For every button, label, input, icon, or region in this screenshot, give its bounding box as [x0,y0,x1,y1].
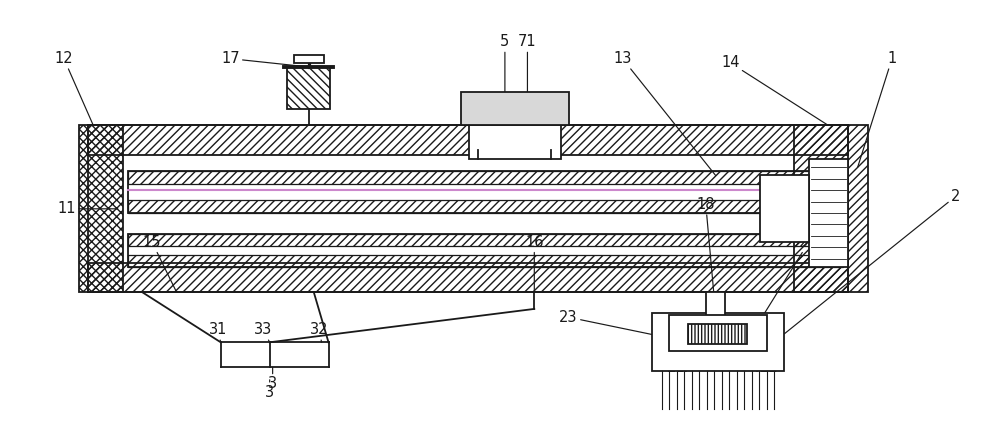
Bar [128,234,843,246]
Bar [79,126,123,292]
Bar [88,126,848,292]
Text: 11: 11 [58,201,118,216]
Bar [128,171,843,184]
Bar [469,126,561,159]
Bar [688,323,747,344]
Text: 14: 14 [721,55,828,126]
Text: 20: 20 [765,235,818,313]
Bar [794,126,868,292]
Bar [128,255,843,267]
Bar [88,263,848,292]
Bar [128,234,843,246]
Bar [88,126,848,155]
Text: 31: 31 [209,322,227,342]
Bar [128,200,843,213]
Text: 12: 12 [55,51,93,126]
Text: 22: 22 [757,360,779,375]
Text: 33: 33 [254,322,272,342]
Text: 32: 32 [309,322,328,342]
Bar [88,263,848,292]
Bar [706,292,725,334]
Bar [88,126,848,155]
Bar [809,159,848,267]
Text: 18: 18 [697,197,716,313]
Bar [128,171,843,213]
Bar [287,67,330,109]
Text: 5: 5 [500,34,510,92]
Bar [461,92,569,126]
Bar [294,55,324,63]
Text: 2: 2 [784,189,960,334]
Bar [128,200,843,213]
Text: 3: 3 [268,367,277,391]
Text: 21: 21 [667,360,686,375]
Text: 3: 3 [265,380,274,400]
Text: 71: 71 [518,34,537,92]
Bar [128,234,843,267]
Text: 13: 13 [613,51,716,175]
Text: 15: 15 [143,235,177,292]
Bar [652,313,784,372]
Text: 16: 16 [525,235,544,292]
Bar [669,315,767,350]
Bar [128,255,843,267]
Text: 1: 1 [858,51,897,167]
Text: 17: 17 [221,51,309,67]
Text: 23: 23 [559,310,670,338]
Bar [760,175,809,242]
Bar [128,171,843,184]
